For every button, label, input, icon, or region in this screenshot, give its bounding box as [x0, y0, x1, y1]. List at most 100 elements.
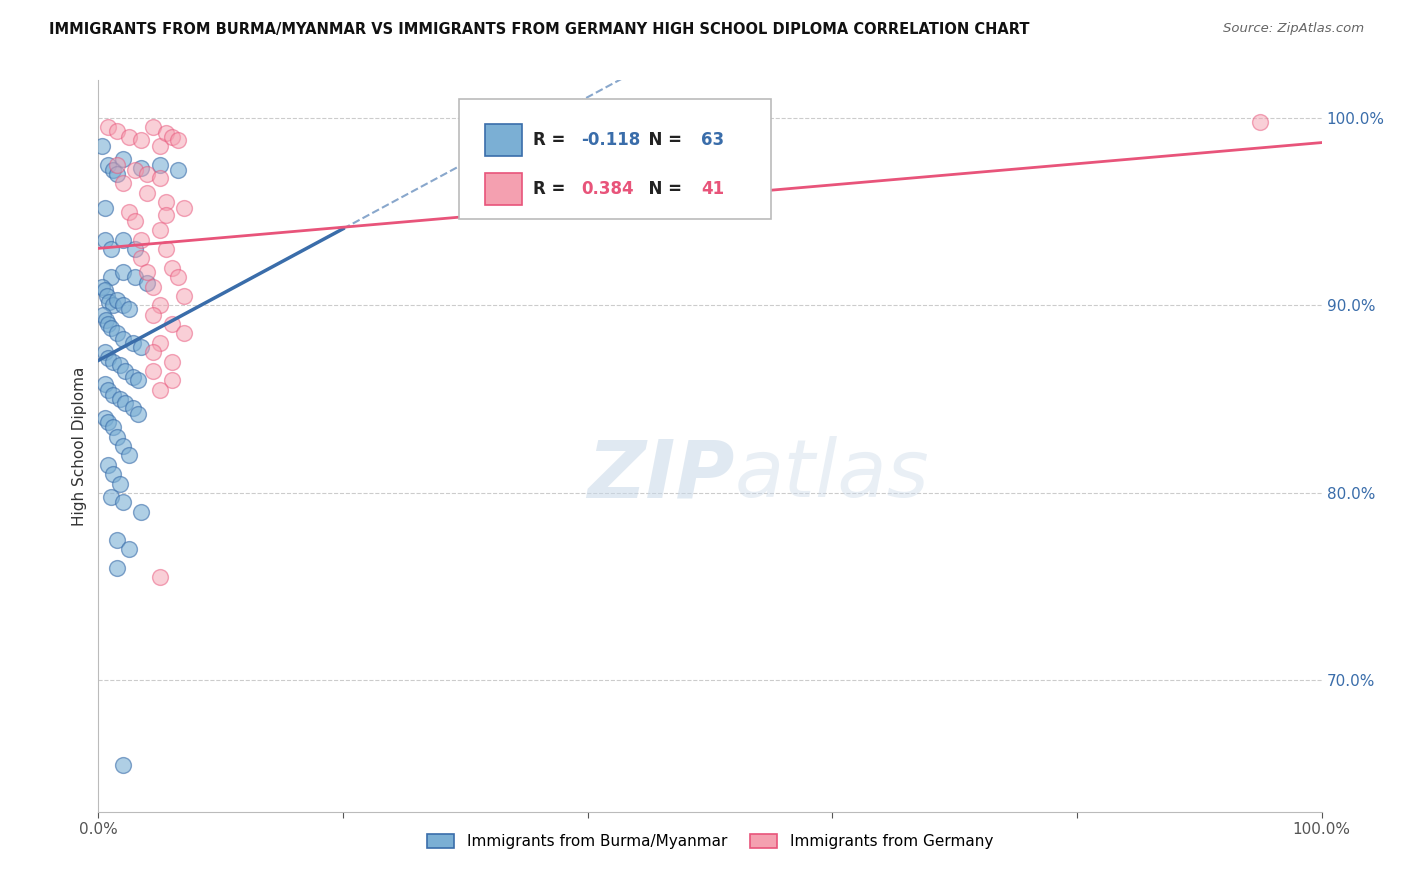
Text: 0.384: 0.384 — [582, 179, 634, 198]
Point — [124, 242, 146, 256]
Point — [105, 561, 128, 575]
Point — [160, 373, 183, 387]
Point — [142, 279, 165, 293]
Point — [155, 242, 177, 256]
Point — [111, 177, 134, 191]
Point — [142, 345, 165, 359]
Point — [97, 158, 120, 172]
Text: R =: R = — [533, 179, 571, 198]
Point — [105, 533, 128, 547]
Point — [118, 302, 141, 317]
Text: ZIP: ZIP — [588, 436, 734, 515]
Point — [149, 158, 172, 172]
Point — [114, 364, 136, 378]
Point — [167, 163, 190, 178]
Point — [160, 354, 183, 368]
Point — [93, 345, 115, 359]
Point — [127, 407, 149, 421]
Point — [110, 359, 132, 373]
Point — [149, 383, 172, 397]
Point — [100, 490, 122, 504]
Point — [155, 126, 177, 140]
Point — [105, 293, 128, 307]
Point — [111, 152, 134, 166]
Point — [114, 396, 136, 410]
Point — [105, 167, 128, 181]
Point — [110, 476, 132, 491]
Point — [149, 223, 172, 237]
Point — [110, 392, 132, 406]
Point — [118, 129, 141, 144]
Point — [111, 495, 134, 509]
Point — [97, 351, 120, 365]
Text: N =: N = — [637, 131, 688, 149]
Point — [142, 364, 165, 378]
Point — [160, 317, 183, 331]
Point — [160, 260, 183, 275]
Point — [155, 208, 177, 222]
Point — [105, 429, 128, 443]
Point — [98, 294, 121, 309]
Point — [97, 120, 120, 135]
Point — [167, 133, 190, 147]
Point — [96, 289, 118, 303]
Point — [129, 233, 152, 247]
Point — [121, 335, 143, 350]
Point — [118, 204, 141, 219]
Text: 41: 41 — [702, 179, 724, 198]
Point — [94, 313, 117, 327]
Point — [105, 326, 128, 341]
Point — [100, 242, 122, 256]
Point — [111, 439, 134, 453]
Text: -0.118: -0.118 — [582, 131, 641, 149]
Point — [124, 270, 146, 285]
Point — [142, 120, 165, 135]
Point — [129, 252, 152, 266]
Point — [149, 170, 172, 185]
Point — [101, 420, 124, 434]
Point — [136, 186, 159, 200]
Point — [101, 354, 124, 368]
Point — [100, 270, 122, 285]
Point — [149, 139, 172, 153]
Point — [124, 163, 146, 178]
Point — [101, 467, 124, 482]
Text: 63: 63 — [702, 131, 724, 149]
Point — [173, 326, 195, 341]
Point — [149, 570, 172, 584]
Point — [136, 167, 159, 181]
Point — [127, 373, 149, 387]
Point — [97, 383, 120, 397]
FancyBboxPatch shape — [460, 99, 772, 219]
Point — [97, 415, 120, 429]
Point — [111, 233, 134, 247]
Point — [101, 298, 124, 312]
Point — [136, 264, 159, 278]
Point — [142, 308, 165, 322]
Point — [155, 195, 177, 210]
Point — [93, 410, 115, 425]
FancyBboxPatch shape — [485, 172, 522, 204]
FancyBboxPatch shape — [485, 124, 522, 156]
Point — [129, 133, 152, 147]
Point — [173, 289, 195, 303]
Point — [111, 757, 134, 772]
Point — [97, 317, 120, 331]
Point — [118, 542, 141, 557]
Point — [129, 340, 152, 354]
Point — [121, 369, 143, 384]
Legend: Immigrants from Burma/Myanmar, Immigrants from Germany: Immigrants from Burma/Myanmar, Immigrant… — [420, 828, 1000, 855]
Point — [149, 335, 172, 350]
Point — [101, 163, 124, 178]
Text: R =: R = — [533, 131, 571, 149]
Point — [101, 388, 124, 402]
Text: N =: N = — [637, 179, 688, 198]
Point — [93, 233, 115, 247]
Point — [118, 449, 141, 463]
Point — [91, 279, 114, 293]
Point — [129, 161, 152, 176]
Point — [1250, 114, 1272, 128]
Point — [124, 214, 146, 228]
Point — [91, 139, 114, 153]
Point — [93, 283, 115, 297]
